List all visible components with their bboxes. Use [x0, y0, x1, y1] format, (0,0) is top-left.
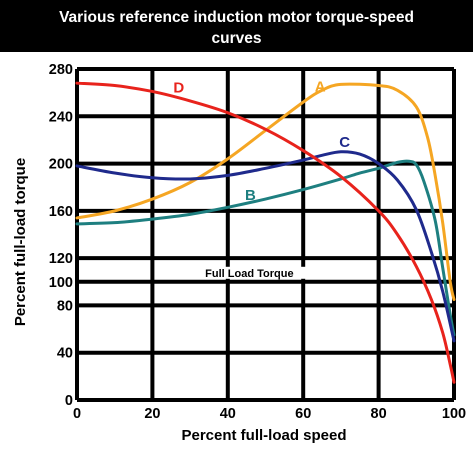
chart-title-line-1: Various reference induction motor torque… [59, 9, 414, 26]
y-axis-title: Percent full-load torque [12, 158, 29, 326]
curve-label-d: D [173, 80, 184, 97]
chart-title-line-2: curves [212, 30, 262, 47]
annotation-layer: Full Load Torque [203, 266, 310, 280]
y-tick-label-160: 160 [49, 204, 73, 220]
curve-labels: A B C D [173, 78, 350, 204]
curve-a [75, 82, 456, 302]
y-tick-label-120: 120 [49, 251, 73, 267]
grid [75, 67, 456, 402]
y-tick-label-280: 280 [49, 62, 73, 78]
curves [75, 81, 456, 384]
curve-b [75, 159, 456, 337]
curve-label-b: B [245, 187, 256, 204]
curve-d [75, 81, 456, 384]
x-tick-label-40: 40 [220, 406, 236, 422]
curve-label-c: C [339, 134, 350, 151]
x-tick-label-0: 0 [73, 406, 81, 422]
full-load-torque-label-background [203, 266, 310, 279]
y-tick-label-40: 40 [57, 346, 73, 362]
x-tick-label-60: 60 [295, 406, 311, 422]
curve-label-a: A [315, 78, 326, 95]
tick-labels: 0 20 40 60 80 100 0 40 80 100 120 160 200 240 280 [49, 62, 466, 422]
x-axis-title: Percent full-load speed [181, 427, 346, 444]
x-tick-label-20: 20 [144, 406, 160, 422]
y-tick-label-200: 200 [49, 157, 73, 173]
x-tick-label-80: 80 [371, 406, 387, 422]
full-load-torque-label: Full Load Torque [205, 268, 293, 280]
y-tick-label-80: 80 [57, 298, 73, 314]
y-tick-label-240: 240 [49, 109, 73, 125]
y-tick-label-0: 0 [65, 393, 73, 409]
x-tick-label-100: 100 [442, 406, 466, 422]
curve-c [75, 150, 456, 343]
y-tick-label-100: 100 [49, 275, 73, 291]
